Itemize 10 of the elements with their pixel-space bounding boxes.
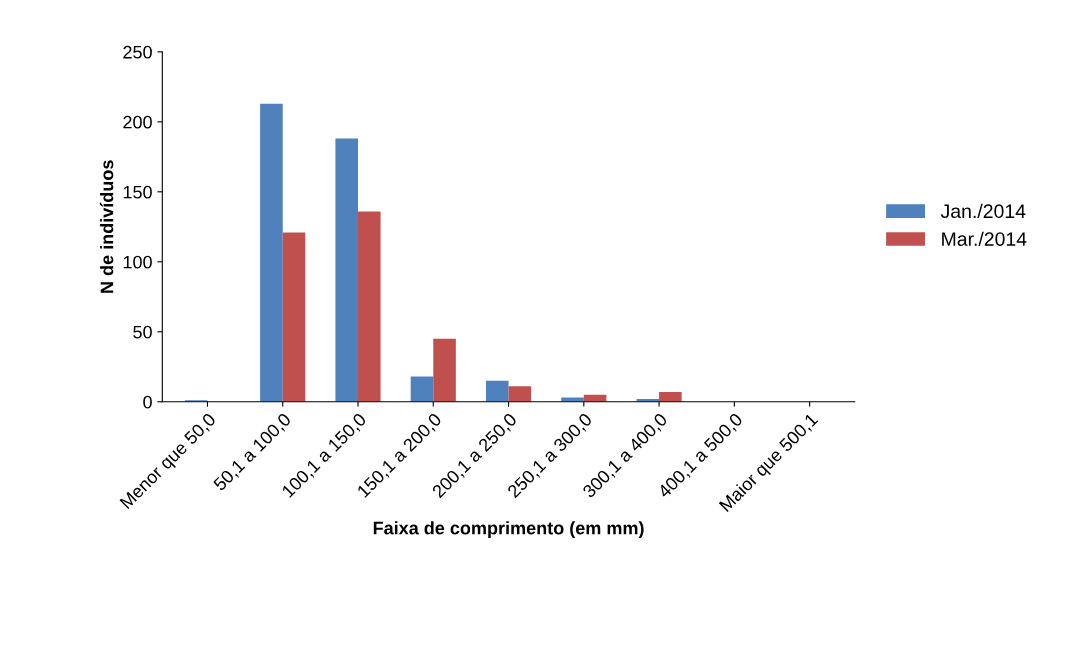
y-tick-label: 250 — [123, 45, 152, 59]
y-tick-label: 200 — [123, 115, 152, 129]
legend-label: Mar./2014 — [942, 231, 1027, 246]
legend-label: Jan./2014 — [940, 203, 1026, 219]
x-axis-title: Faixa de comprimento (em mm) — [373, 521, 644, 539]
y-tick-label: 100 — [123, 255, 152, 269]
y-tick-label: 150 — [123, 185, 152, 199]
y-tick-label: 50 — [133, 325, 152, 339]
y-axis-title: N de indivíduos — [99, 160, 114, 293]
y-tick-label: 0 — [143, 395, 152, 409]
